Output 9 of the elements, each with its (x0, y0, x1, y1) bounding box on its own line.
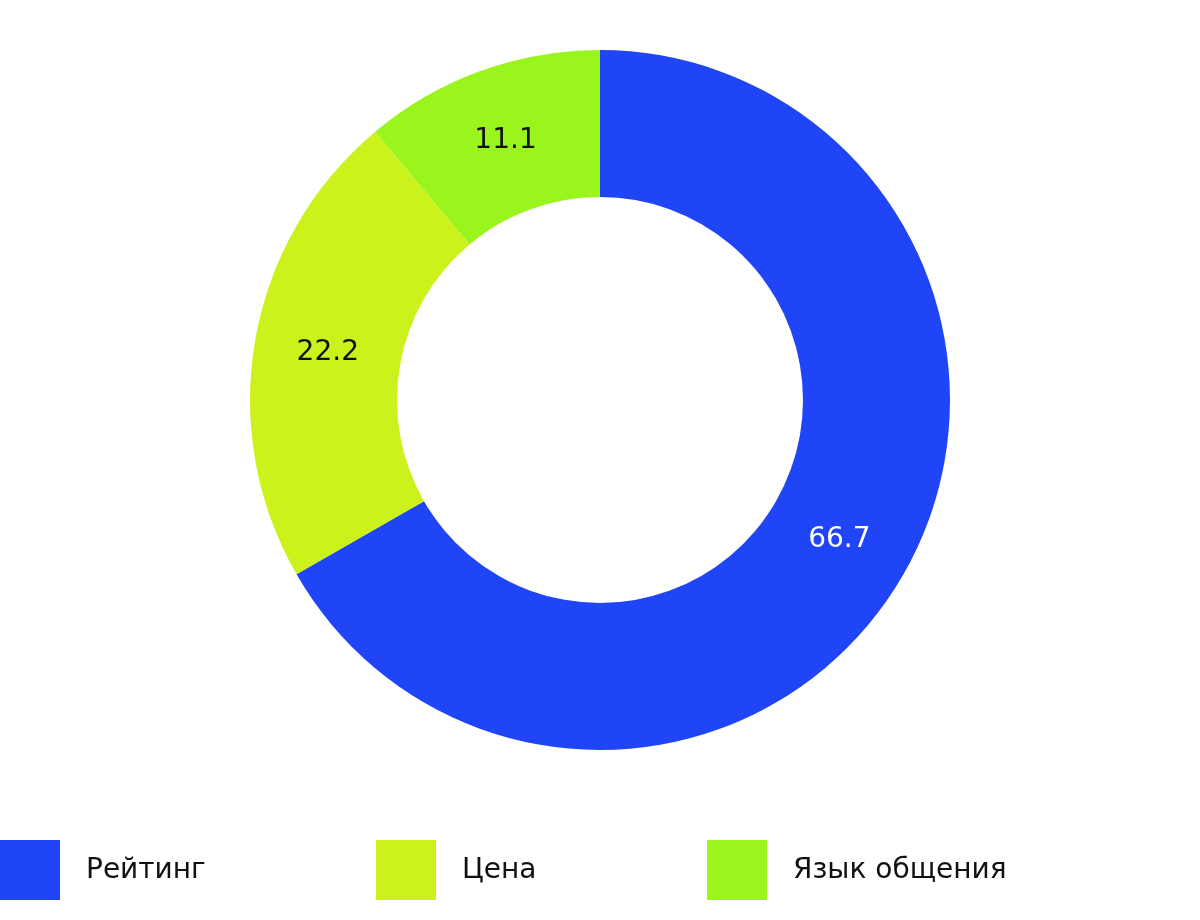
donut-slice (375, 50, 600, 245)
data-label: 11.1 (474, 122, 537, 156)
legend-label: Язык общения (793, 852, 1007, 885)
legend-label: Рейтинг (86, 852, 206, 885)
legend-label: Цена (462, 852, 537, 885)
donut-slice (250, 131, 470, 575)
data-label: 22.2 (296, 333, 359, 367)
data-label: 66.7 (808, 520, 871, 554)
donut-slice (296, 50, 950, 750)
